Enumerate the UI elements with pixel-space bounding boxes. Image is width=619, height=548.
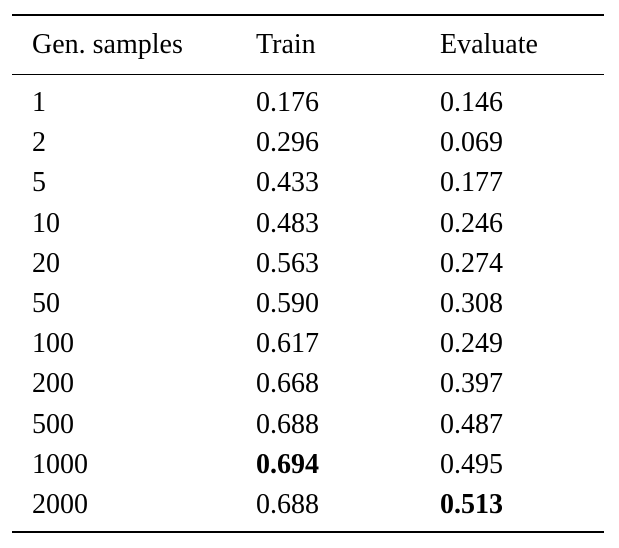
table-row: 1000 0.694 0.495	[12, 445, 604, 485]
table-row: 100 0.617 0.249	[12, 324, 604, 364]
cell-evaluate: 0.495	[440, 448, 503, 480]
cell-samples: 2000	[32, 488, 88, 520]
cell-samples: 2	[32, 127, 46, 159]
cell-samples: 50	[32, 287, 60, 319]
cell-samples: 500	[32, 408, 74, 440]
cell-train: 0.563	[256, 247, 319, 279]
header-evaluate: Evaluate	[440, 29, 538, 60]
table-row: 2000 0.688 0.513	[12, 485, 604, 525]
header-train: Train	[256, 29, 316, 60]
cell-train: 0.433	[256, 167, 319, 199]
cell-evaluate: 0.249	[440, 328, 503, 360]
cell-evaluate: 0.177	[440, 167, 503, 199]
cell-train: 0.176	[256, 87, 319, 118]
cell-samples: 1	[32, 87, 46, 118]
cell-train-best: 0.694	[256, 448, 319, 480]
cell-train: 0.296	[256, 127, 319, 159]
cell-train: 0.688	[256, 408, 319, 440]
table-row: 50 0.590 0.308	[12, 284, 604, 324]
table-row: 5 0.433 0.177	[12, 163, 604, 203]
cell-samples: 20	[32, 247, 60, 279]
cell-evaluate: 0.487	[440, 408, 503, 440]
table-row: 200 0.668 0.397	[12, 364, 604, 404]
cell-samples: 100	[32, 328, 74, 360]
cell-samples: 10	[32, 207, 60, 239]
cell-train: 0.668	[256, 368, 319, 400]
cell-evaluate: 0.069	[440, 127, 503, 159]
cell-evaluate: 0.397	[440, 368, 503, 400]
table-row: 1 0.176 0.146	[12, 83, 604, 123]
cell-evaluate: 0.246	[440, 207, 503, 239]
table-row: 2 0.296 0.069	[12, 123, 604, 163]
table-row: 20 0.563 0.274	[12, 244, 604, 284]
cell-train: 0.590	[256, 287, 319, 319]
cell-samples: 1000	[32, 448, 88, 480]
cell-train: 0.617	[256, 328, 319, 360]
cell-samples: 200	[32, 368, 74, 400]
results-table: Gen. samples Train Evaluate 1 0.176 0.14…	[12, 14, 604, 534]
table-row: 10 0.483 0.246	[12, 204, 604, 244]
cell-evaluate: 0.274	[440, 247, 503, 279]
table-header-row: Gen. samples Train Evaluate	[12, 16, 604, 74]
cell-train: 0.483	[256, 207, 319, 239]
header-gen-samples: Gen. samples	[32, 29, 183, 60]
table-row: 500 0.688 0.487	[12, 405, 604, 445]
cell-evaluate: 0.308	[440, 287, 503, 319]
cell-evaluate: 0.146	[440, 87, 503, 118]
cell-evaluate-best: 0.513	[440, 488, 503, 520]
table-bottom-rule	[12, 531, 604, 534]
cell-samples: 5	[32, 167, 46, 199]
cell-train: 0.688	[256, 488, 319, 520]
table-top-rule	[12, 14, 604, 16]
table-header-rule	[12, 74, 604, 75]
